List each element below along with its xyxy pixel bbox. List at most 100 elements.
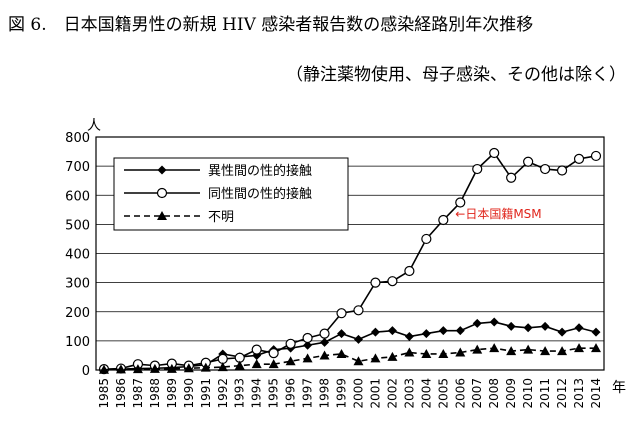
chart-title: 図 6. 日本国籍男性の新規 HIV 感染者報告数の感染経路別年次推移 [8, 15, 534, 35]
x-tick-label: 2007 [470, 378, 484, 409]
legend-label: 同性間の性的接触 [208, 186, 312, 202]
data-point [370, 327, 380, 337]
data-point [404, 332, 414, 342]
data-point [472, 318, 482, 328]
data-point [387, 351, 398, 361]
data-point [353, 305, 364, 316]
series-triangle [99, 343, 601, 374]
data-point [370, 277, 381, 288]
x-tick-label: 1987 [131, 378, 145, 409]
data-point [438, 348, 449, 358]
x-tick-label: 1996 [284, 378, 298, 409]
data-point [540, 321, 550, 331]
data-point [557, 346, 568, 356]
x-tick-label: 2008 [487, 378, 501, 409]
x-tick-label: 2012 [555, 378, 569, 409]
data-point [540, 163, 551, 175]
data-point [404, 265, 415, 277]
x-tick-label: 2000 [351, 378, 365, 409]
data-point [523, 156, 534, 167]
y-tick-label: 400 [65, 248, 90, 263]
x-tick-label: 2009 [504, 378, 518, 409]
x-tick-label: 2004 [419, 378, 433, 409]
data-point [285, 356, 296, 366]
data-point [455, 326, 465, 336]
legend-marker [156, 187, 168, 199]
data-point [303, 340, 313, 350]
data-point [268, 348, 279, 359]
y-tick-label: 200 [65, 306, 90, 321]
legend-item: 不明 [124, 210, 234, 225]
legend-item: 異性間の性的接触 [124, 163, 312, 179]
data-point [574, 323, 584, 333]
data-point [540, 346, 551, 356]
y-tick-label: 700 [65, 160, 90, 175]
series-line [103, 321, 597, 371]
x-tick-label: 1995 [267, 378, 281, 409]
legend-item: 同性間の性的接触 [124, 186, 312, 202]
y-tick-label: 600 [65, 189, 90, 204]
y-tick-label: 300 [65, 277, 90, 292]
data-point [421, 233, 432, 245]
data-point [556, 165, 568, 176]
data-point [370, 353, 381, 363]
data-point [573, 153, 585, 164]
x-tick-label: 1997 [301, 378, 315, 409]
data-point [523, 344, 534, 354]
data-point [302, 332, 313, 344]
y-tick-label: 500 [65, 218, 90, 233]
x-tick-label: 2013 [572, 378, 586, 409]
x-tick-label: 2003 [402, 378, 416, 409]
data-point [591, 327, 601, 337]
data-point [523, 323, 533, 333]
x-tick-label: 1994 [250, 378, 264, 409]
chart-subtitle: （静注薬物使用、母子感染、その他は除く） [286, 65, 626, 85]
x-tick-label: 2006 [453, 378, 467, 409]
data-point [353, 356, 364, 366]
data-point [455, 347, 466, 357]
x-tick-label: 1992 [216, 378, 230, 409]
data-point [591, 343, 601, 353]
x-tick-label: 1990 [182, 378, 196, 409]
data-point [574, 343, 585, 353]
x-tick-label: 1999 [335, 378, 349, 409]
data-point [421, 329, 431, 339]
x-tick-label: 1989 [165, 378, 179, 409]
series-circle [98, 147, 602, 375]
data-point [268, 359, 279, 369]
data-point [557, 327, 567, 337]
x-tick-label: 2005 [436, 378, 450, 409]
x-tick-label: 2014 [589, 378, 603, 409]
legend-label: 異性間の性的接触 [208, 163, 312, 179]
data-point [337, 329, 347, 339]
data-point [115, 364, 126, 374]
data-point [336, 348, 347, 358]
data-point [506, 346, 517, 356]
x-tick-label: 1986 [114, 378, 128, 409]
x-tick-label: 1988 [148, 378, 162, 409]
data-point [438, 326, 448, 336]
data-point [251, 359, 262, 369]
msm-annotation: ←日本国籍MSM [455, 206, 541, 221]
legend-marker [157, 211, 167, 220]
data-point [285, 338, 296, 349]
data-point [506, 172, 517, 183]
data-point [387, 276, 398, 287]
data-point [438, 214, 449, 226]
data-point [489, 343, 500, 353]
data-point [421, 348, 432, 358]
x-tick-label: 2001 [368, 378, 382, 409]
data-point [455, 197, 466, 208]
data-point [336, 308, 347, 319]
data-point [217, 353, 228, 365]
data-point [319, 328, 330, 339]
data-point [489, 317, 499, 327]
data-point [404, 347, 415, 357]
x-tick-label: 1993 [233, 378, 247, 409]
x-tick-label: 1991 [199, 378, 213, 409]
data-point [320, 337, 330, 347]
x-tick-label: 1998 [318, 378, 332, 409]
x-tick-label: 1985 [97, 378, 111, 409]
